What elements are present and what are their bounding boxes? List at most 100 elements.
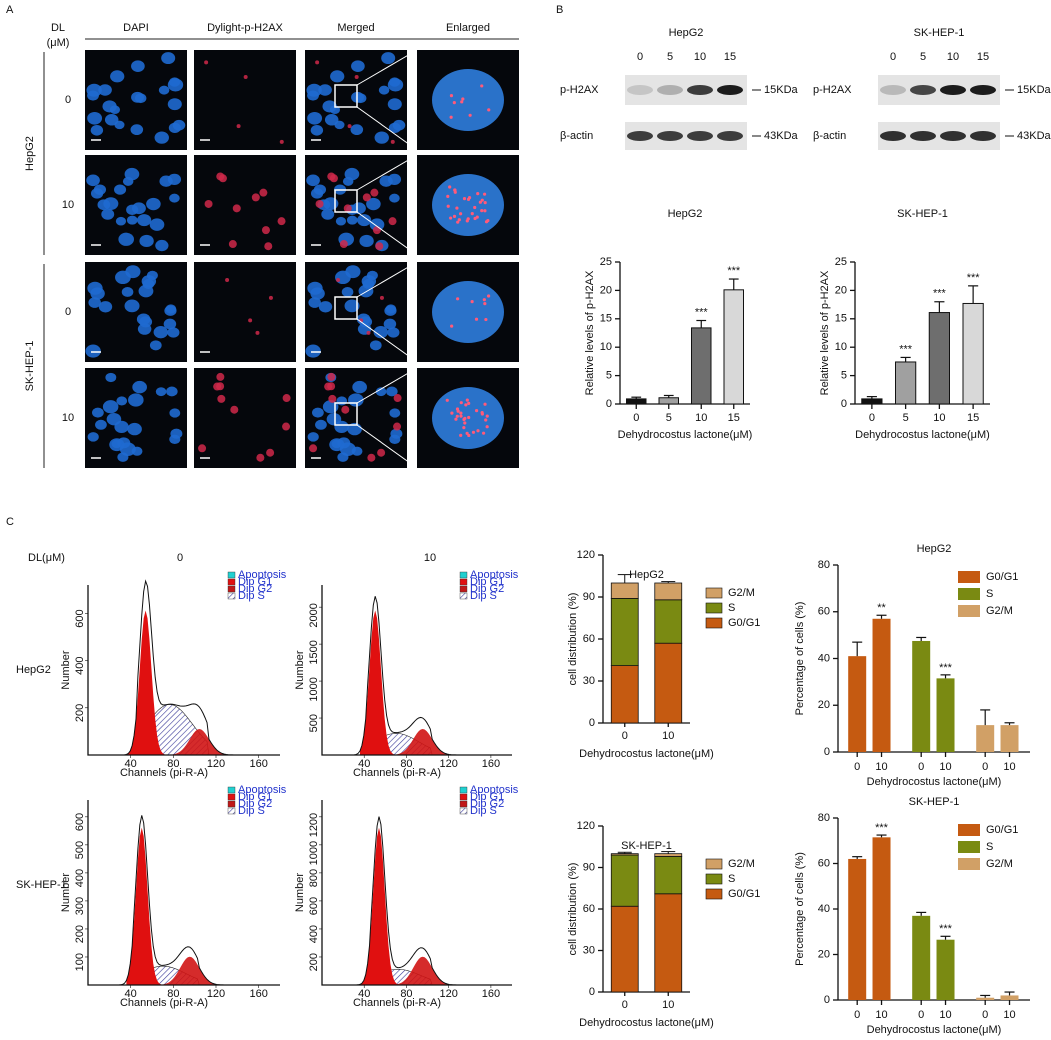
y-tick-label: 90 (583, 591, 595, 603)
legend-swatch (459, 793, 468, 801)
nucleus (432, 69, 504, 131)
nucleus (324, 114, 339, 126)
foci (446, 204, 450, 208)
nucleus (130, 124, 144, 136)
foci (204, 199, 213, 208)
nucleus (307, 111, 323, 125)
nucleus (344, 167, 360, 181)
legend-swatch (227, 807, 236, 815)
nucleus (344, 299, 360, 313)
y-tick-label: 20 (600, 284, 612, 296)
nucleus (134, 93, 147, 104)
y-tick-label: 0 (589, 717, 595, 729)
nucleus (132, 380, 147, 394)
zoom-box (334, 84, 358, 108)
foci (236, 124, 241, 129)
x-tick-label: 0 (918, 761, 924, 773)
bar-segment (654, 642, 683, 724)
foci (256, 453, 265, 462)
legend-swatch (958, 824, 980, 836)
foci (485, 425, 489, 429)
group-label: SK-HEP-1 (24, 341, 36, 392)
nucleus (155, 239, 169, 252)
dose-label: 0 (65, 94, 71, 106)
foci (478, 200, 482, 204)
foci (282, 394, 291, 403)
nucleus (124, 299, 140, 313)
foci (216, 372, 225, 381)
foci (343, 204, 352, 213)
nucleus (378, 85, 390, 95)
nucleus (169, 408, 181, 418)
blot-band (687, 85, 713, 95)
fit-curve (322, 816, 512, 986)
legend-swatch (705, 873, 723, 885)
foci (462, 196, 467, 201)
y-tick-label: 0 (606, 398, 612, 410)
column-header: Merged (337, 22, 374, 34)
y-tick-label: 30 (583, 675, 595, 687)
y-tick-label: 20 (818, 699, 830, 711)
legend-text: Dip G1 (238, 576, 272, 588)
micrograph (417, 368, 519, 468)
legend-text: Dip G2 (238, 583, 272, 595)
x-tick-label: 0 (622, 999, 628, 1011)
zoom-line (356, 318, 418, 363)
foci (463, 421, 467, 425)
nucleus (165, 304, 177, 314)
significance: *** (933, 288, 947, 300)
x-tick-label: 0 (633, 412, 639, 424)
x-tick-label: 10 (662, 730, 674, 742)
micrograph (194, 262, 296, 362)
bar-segment (610, 598, 639, 667)
hist-x-tick: 160 (249, 988, 267, 1000)
blot-band (627, 131, 653, 141)
significance: ** (877, 602, 886, 614)
y-axis-label: cell distribution (%) (567, 593, 579, 686)
foci (277, 217, 286, 226)
group-label: HepG2 (24, 136, 36, 171)
zoom-line (356, 424, 418, 469)
zoom-line (356, 49, 418, 86)
nucleus (336, 396, 348, 406)
micrograph (194, 368, 296, 468)
nucleus (86, 83, 102, 97)
micrograph (85, 368, 187, 468)
legend-swatch (958, 605, 980, 617)
hist-y-tick: 100 (74, 953, 86, 971)
nucleus (137, 323, 152, 335)
nucleus (88, 297, 101, 308)
legend-swatch (227, 592, 236, 600)
nucleus (335, 216, 347, 226)
row-label: HepG2 (16, 664, 51, 676)
bar (626, 398, 647, 405)
nucleus (350, 124, 364, 136)
nucleus (318, 301, 333, 313)
foci (266, 448, 275, 457)
foci (481, 431, 486, 435)
significance: *** (939, 923, 953, 935)
bar (872, 618, 891, 752)
significance: *** (875, 822, 889, 834)
hist-axes (87, 800, 280, 986)
foci (268, 295, 273, 300)
hist-y-tick: 400 (74, 869, 86, 887)
nucleus (98, 301, 113, 313)
y-tick-label: 10 (600, 341, 612, 353)
y-axis-label: Percentage of cells (%) (794, 602, 806, 716)
foci (470, 211, 474, 216)
dip-g2 (170, 728, 229, 755)
foci (467, 415, 471, 420)
y-tick-label: 25 (600, 256, 612, 268)
nucleus (87, 432, 99, 442)
foci (471, 430, 476, 434)
legend-swatch (459, 585, 468, 593)
blot-band (687, 131, 713, 141)
blot-band (717, 131, 743, 141)
legend-text: Dip S (238, 590, 265, 602)
nucleus (387, 173, 402, 185)
image-bg (194, 262, 296, 362)
micrograph (305, 261, 418, 363)
blot-title: HepG2 (669, 27, 704, 39)
dose-label: 10 (62, 412, 74, 424)
